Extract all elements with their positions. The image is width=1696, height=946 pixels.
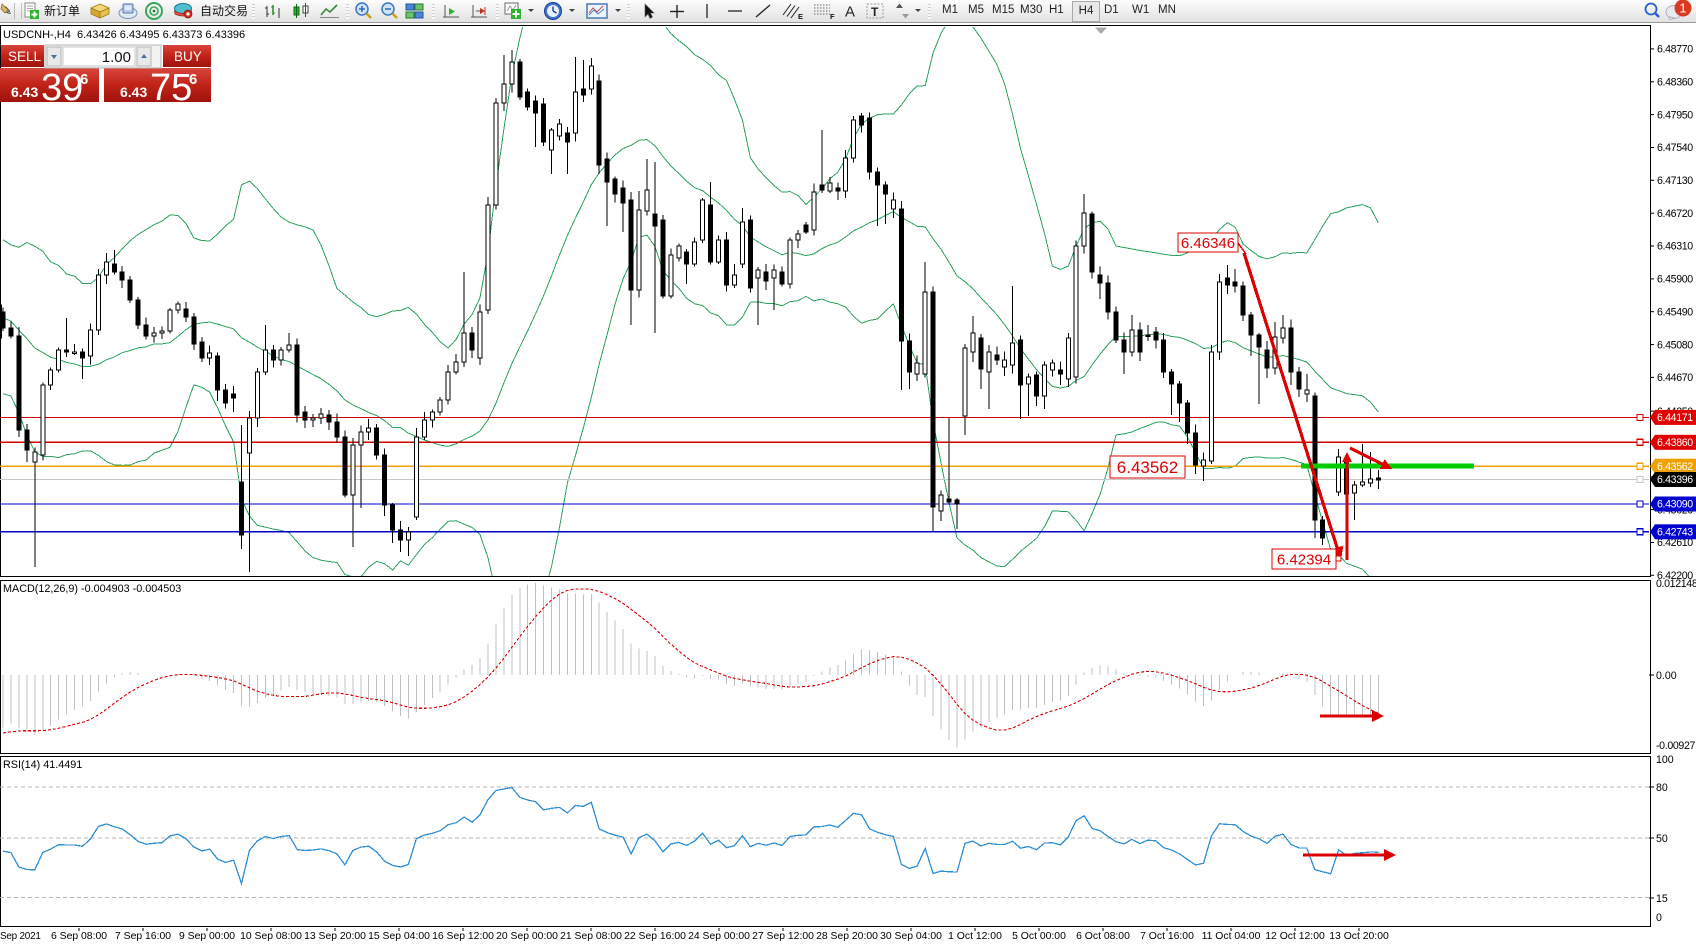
svg-text:6.48770: 6.48770 (1657, 44, 1693, 56)
svg-text:6.46310: 6.46310 (1657, 241, 1693, 253)
svg-text:F: F (830, 12, 835, 21)
svg-text:6 Sep 08:00: 6 Sep 08:00 (51, 931, 107, 942)
svg-text:6.47540: 6.47540 (1657, 142, 1693, 154)
svg-text:6.46720: 6.46720 (1657, 208, 1693, 220)
svg-text:1.00: 1.00 (102, 49, 131, 66)
svg-text:6.42610: 6.42610 (1657, 537, 1693, 549)
svg-text:75: 75 (150, 67, 192, 109)
svg-text:BUY: BUY (174, 49, 202, 64)
svg-text:16 Sep 12:00: 16 Sep 12:00 (432, 931, 494, 942)
svg-text:6.42743: 6.42743 (1657, 527, 1693, 539)
svg-text:-0.00927: -0.00927 (1656, 740, 1695, 752)
svg-text:6.45490: 6.45490 (1657, 306, 1693, 318)
svg-text:6 Oct 08:00: 6 Oct 08:00 (1076, 931, 1130, 942)
svg-text:6.43562: 6.43562 (1117, 458, 1178, 477)
svg-text:T: T (871, 5, 879, 19)
svg-text:13 Oct 20:00: 13 Oct 20:00 (1329, 931, 1389, 942)
svg-text:E: E (798, 12, 803, 21)
svg-text:6.48360: 6.48360 (1657, 77, 1693, 89)
svg-text:9 Sep 00:00: 9 Sep 00:00 (179, 931, 235, 942)
svg-text:21 Sep 08:00: 21 Sep 08:00 (560, 931, 622, 942)
svg-text:6.43860: 6.43860 (1657, 437, 1693, 449)
svg-text:6.43: 6.43 (120, 84, 147, 100)
svg-text:6.47130: 6.47130 (1657, 175, 1693, 187)
svg-text:100: 100 (1656, 754, 1674, 766)
svg-text:0.00: 0.00 (1656, 670, 1677, 682)
svg-text:12 Oct 12:00: 12 Oct 12:00 (1265, 931, 1325, 942)
svg-text:30 Sep 04:00: 30 Sep 04:00 (880, 931, 942, 942)
svg-text:0: 0 (1656, 912, 1662, 924)
svg-text:1 Oct 12:00: 1 Oct 12:00 (948, 931, 1002, 942)
svg-text:11 Oct 04:00: 11 Oct 04:00 (1202, 931, 1261, 942)
svg-text:24 Sep 00:00: 24 Sep 00:00 (688, 931, 750, 942)
svg-text:6: 6 (189, 71, 197, 88)
svg-text:6.42200: 6.42200 (1657, 570, 1693, 582)
svg-text:6: 6 (80, 71, 88, 88)
svg-text:13 Sep 20:00: 13 Sep 20:00 (304, 931, 366, 942)
svg-text:10 Sep 08:00: 10 Sep 08:00 (240, 931, 302, 942)
svg-text:50: 50 (1656, 833, 1668, 845)
svg-text:15: 15 (1656, 893, 1668, 905)
svg-text:MACD(12,26,9) -0.004903 -0.004: MACD(12,26,9) -0.004903 -0.004503 (3, 583, 181, 595)
svg-text:6.44171: 6.44171 (1657, 412, 1693, 424)
svg-text:6.43090: 6.43090 (1657, 499, 1693, 511)
svg-text:22 Sep 16:00: 22 Sep 16:00 (624, 931, 686, 942)
svg-text:6.43562: 6.43562 (1657, 461, 1693, 473)
svg-text:6.43: 6.43 (11, 84, 38, 100)
svg-text:6.45080: 6.45080 (1657, 339, 1693, 351)
svg-text:6.45900: 6.45900 (1657, 274, 1693, 286)
svg-text:1: 1 (1679, 1, 1686, 16)
svg-text:6.42394: 6.42394 (1277, 551, 1331, 568)
svg-text:6.43396: 6.43396 (1657, 474, 1693, 486)
svg-text:Sep 2021: Sep 2021 (0, 931, 41, 942)
svg-text:SELL: SELL (8, 49, 42, 64)
svg-text:7 Sep 16:00: 7 Sep 16:00 (115, 931, 171, 942)
svg-text:6.47950: 6.47950 (1657, 109, 1693, 121)
svg-text:RSI(14) 41.4491: RSI(14) 41.4491 (3, 759, 82, 771)
svg-text:39: 39 (41, 67, 83, 109)
svg-text:27 Sep 12:00: 27 Sep 12:00 (752, 931, 814, 942)
svg-text:20 Sep 00:00: 20 Sep 00:00 (496, 931, 558, 942)
svg-text:6.44670: 6.44670 (1657, 372, 1693, 384)
svg-text:28 Sep 20:00: 28 Sep 20:00 (816, 931, 878, 942)
svg-text:0.012148: 0.012148 (1656, 578, 1696, 590)
svg-text:7 Oct 16:00: 7 Oct 16:00 (1140, 931, 1194, 942)
svg-text:A: A (845, 4, 855, 21)
svg-text:15 Sep 04:00: 15 Sep 04:00 (368, 931, 430, 942)
svg-text:5 Oct 00:00: 5 Oct 00:00 (1012, 931, 1066, 942)
svg-text:USDCNH-,H4 6.43426 6.43495 6.: USDCNH-,H4 6.43426 6.43495 6.43373 6.433… (3, 29, 245, 41)
svg-text:80: 80 (1656, 782, 1668, 794)
svg-text:6.46346: 6.46346 (1181, 235, 1235, 252)
